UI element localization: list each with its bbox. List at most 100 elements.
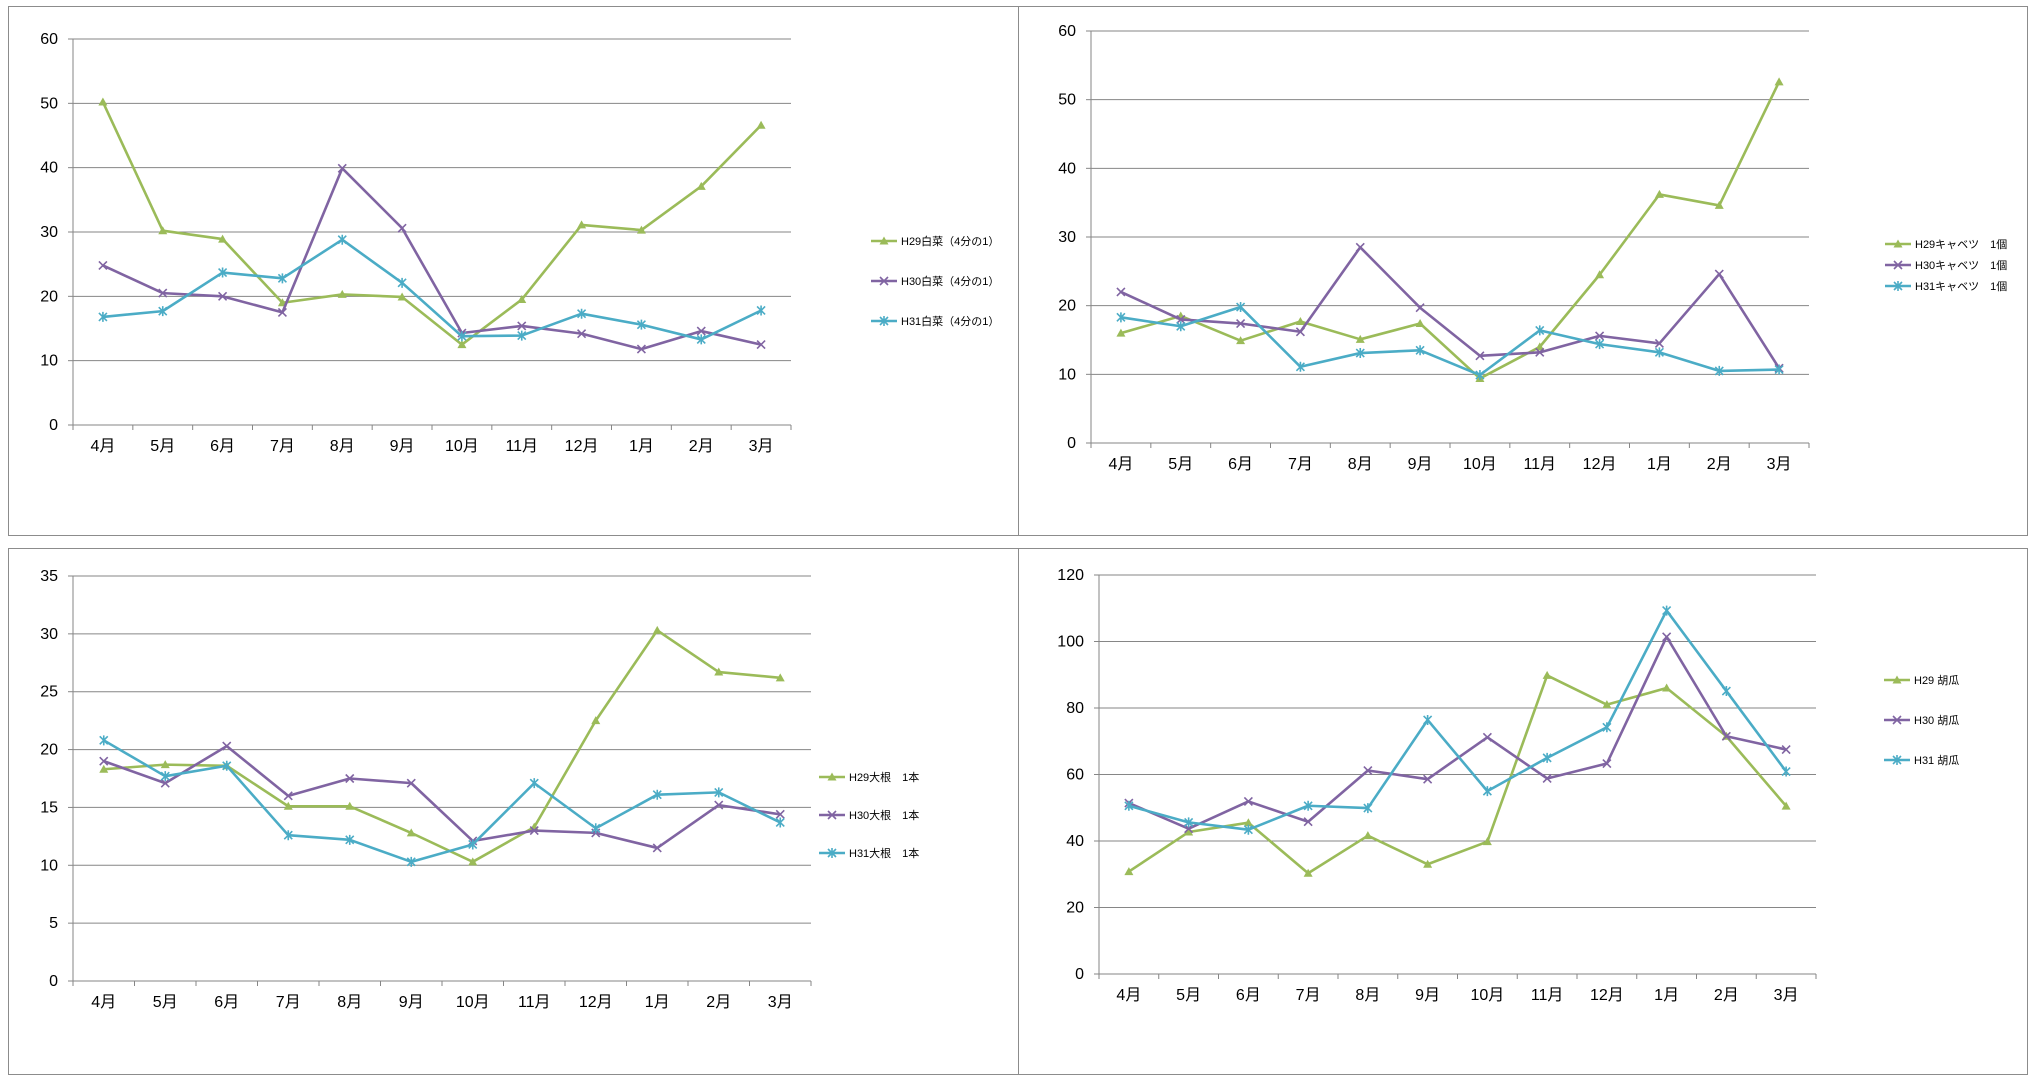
data-point bbox=[283, 830, 293, 841]
data-point bbox=[1542, 752, 1552, 763]
legend-marker-icon bbox=[879, 316, 889, 326]
y-tick-label: 10 bbox=[40, 353, 58, 370]
data-point bbox=[1363, 803, 1373, 814]
data-point bbox=[1714, 269, 1724, 279]
x-tick-label: 8月 bbox=[337, 994, 362, 1011]
y-tick-label: 30 bbox=[40, 626, 58, 643]
data-point bbox=[1781, 766, 1791, 777]
x-tick-label: 4月 bbox=[1108, 456, 1133, 473]
data-point bbox=[1781, 801, 1791, 810]
data-point bbox=[1243, 796, 1253, 806]
data-point bbox=[345, 773, 355, 784]
data-point bbox=[406, 828, 416, 837]
data-point bbox=[1184, 827, 1194, 836]
x-tick-label: 4月 bbox=[1116, 987, 1141, 1004]
y-tick-label: 30 bbox=[40, 224, 58, 241]
legend-label: H29白菜（4分の1） bbox=[901, 234, 999, 248]
x-tick-label: 2月 bbox=[1707, 456, 1732, 473]
legend-label: H31キャベツ 1個 bbox=[1915, 280, 2007, 293]
y-tick-label: 60 bbox=[1066, 767, 1084, 784]
data-point bbox=[406, 856, 416, 867]
y-tick-label: 40 bbox=[1066, 833, 1084, 850]
data-point bbox=[1303, 800, 1313, 811]
x-tick-label: 1月 bbox=[1647, 456, 1672, 473]
data-point bbox=[1355, 242, 1365, 252]
y-tick-label: 10 bbox=[1058, 366, 1076, 383]
series-1 bbox=[99, 625, 785, 866]
data-point bbox=[1303, 817, 1313, 827]
x-tick-label: 2月 bbox=[689, 438, 714, 455]
data-point bbox=[1721, 731, 1731, 741]
legend-item: H31大根 1本 bbox=[819, 846, 919, 860]
data-point bbox=[591, 716, 601, 725]
data-point bbox=[1595, 331, 1605, 341]
legend-marker-icon bbox=[1893, 239, 1903, 248]
data-point bbox=[1654, 347, 1664, 358]
data-point bbox=[577, 220, 587, 229]
legend-marker-icon bbox=[1893, 281, 1903, 291]
x-tick-label: 1月 bbox=[629, 438, 654, 455]
data-point bbox=[1542, 670, 1552, 679]
data-point bbox=[1303, 868, 1313, 877]
data-point bbox=[529, 826, 539, 836]
data-point bbox=[1475, 370, 1485, 381]
y-tick-label: 35 bbox=[40, 568, 58, 585]
series-1 bbox=[98, 97, 766, 349]
legend-label: H29キャベツ 1個 bbox=[1915, 238, 2007, 251]
x-tick-label: 6月 bbox=[210, 438, 235, 455]
y-tick-label: 0 bbox=[49, 973, 58, 990]
x-tick-label: 2月 bbox=[1714, 987, 1739, 1004]
data-point bbox=[1355, 334, 1365, 343]
y-tick-label: 100 bbox=[1057, 634, 1084, 651]
data-point bbox=[652, 625, 662, 634]
legend-marker-icon bbox=[879, 276, 889, 286]
data-point bbox=[1243, 824, 1253, 835]
data-point bbox=[218, 291, 228, 301]
data-point bbox=[1662, 632, 1672, 642]
data-point bbox=[98, 260, 108, 271]
data-point bbox=[1535, 325, 1545, 336]
x-tick-label: 1月 bbox=[1654, 987, 1679, 1004]
data-point bbox=[1295, 361, 1305, 372]
legend-item: H31 胡瓜 bbox=[1884, 753, 1959, 767]
legend-item: H29大根 1本 bbox=[819, 770, 919, 784]
data-point bbox=[1602, 722, 1612, 733]
data-point bbox=[1475, 351, 1485, 361]
data-point bbox=[696, 181, 706, 190]
data-point bbox=[160, 760, 170, 769]
series-line bbox=[102, 238, 762, 341]
y-tick-label: 40 bbox=[1058, 160, 1076, 177]
data-point bbox=[158, 306, 168, 317]
data-point bbox=[337, 234, 347, 245]
x-tick-label: 1月 bbox=[645, 994, 670, 1011]
data-point bbox=[457, 340, 467, 349]
x-tick-label: 12月 bbox=[565, 438, 599, 455]
data-point bbox=[99, 756, 109, 766]
line-chart: 0 5 10 15 20 25 30 35 4月 5月 6月 7月 8月 9月 10月 11月 12月 1月 2月 3… bbox=[40, 568, 919, 1011]
data-point bbox=[468, 839, 478, 850]
data-point bbox=[1542, 773, 1552, 784]
legend-marker-icon bbox=[1893, 260, 1903, 270]
series-3 bbox=[1124, 605, 1791, 835]
y-tick-label: 0 bbox=[1067, 435, 1076, 452]
data-point bbox=[1176, 321, 1186, 332]
data-point bbox=[468, 857, 478, 866]
series-3 bbox=[99, 735, 785, 867]
x-tick-label: 7月 bbox=[270, 438, 295, 455]
y-tick-label: 20 bbox=[40, 288, 58, 305]
legend-marker-icon bbox=[827, 848, 837, 858]
x-tick-label: 8月 bbox=[330, 438, 355, 455]
data-point bbox=[160, 778, 170, 788]
legend-item: H30キャベツ 1個 bbox=[1885, 259, 2007, 272]
data-point bbox=[1236, 318, 1246, 329]
y-tick-label: 80 bbox=[1066, 700, 1084, 717]
x-tick-label: 10月 bbox=[456, 994, 490, 1011]
data-point bbox=[160, 771, 170, 782]
data-point bbox=[1602, 758, 1612, 769]
line-chart: 0 10 20 30 40 50 60 4月 5月 6月 7月 8月 9月 10月 11月 12月 1月 2月 3月… bbox=[1058, 23, 2007, 473]
y-tick-label: 15 bbox=[40, 799, 58, 816]
data-point bbox=[1602, 700, 1612, 709]
data-point bbox=[636, 344, 646, 354]
x-tick-label: 11月 bbox=[505, 438, 538, 455]
data-point bbox=[1116, 328, 1126, 337]
